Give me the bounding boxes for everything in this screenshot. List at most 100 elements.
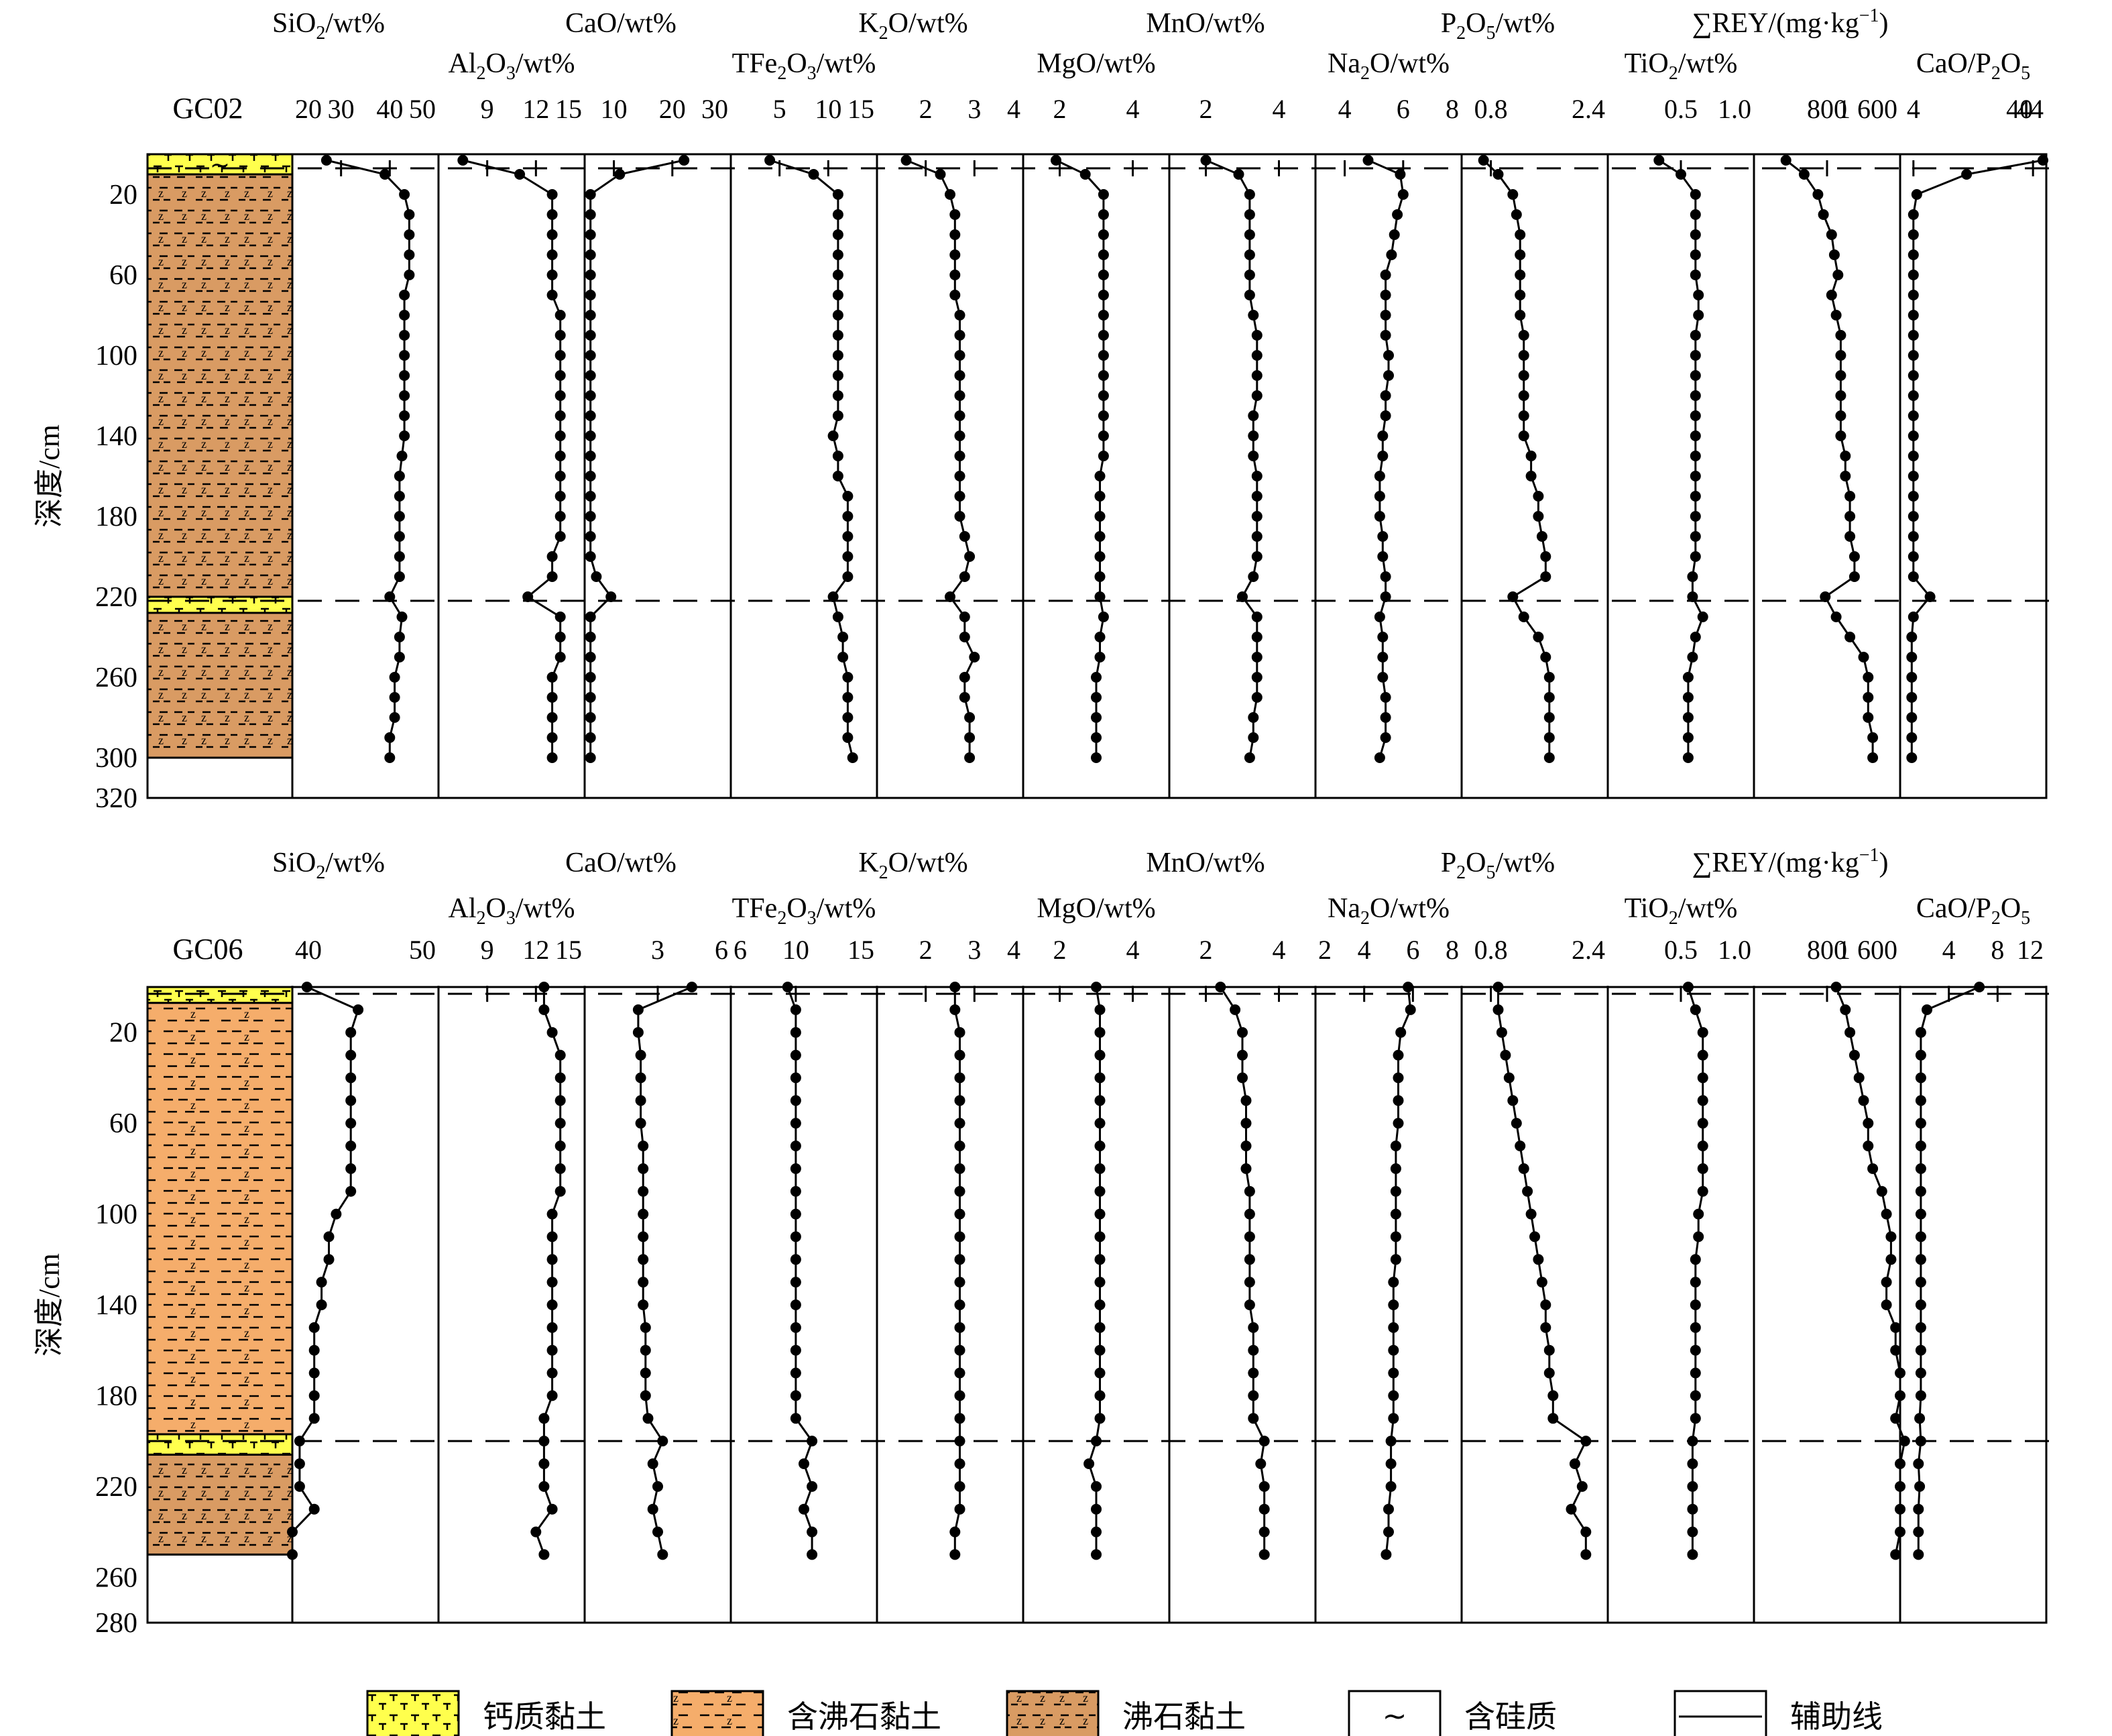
data-point bbox=[1913, 1549, 1924, 1560]
data-point bbox=[949, 1549, 961, 1560]
data-point bbox=[1830, 612, 1842, 622]
data-point bbox=[949, 1526, 961, 1538]
series-mgo: MgO/wt%2 4 bbox=[1022, 893, 1171, 1624]
x-tick-label: 4 bbox=[1338, 94, 1352, 124]
data-point bbox=[832, 390, 843, 401]
series-label: Na2O/wt% bbox=[1328, 48, 1450, 84]
data-point bbox=[1906, 692, 1918, 703]
x-tick-label: 6 bbox=[1406, 935, 1419, 965]
data-point bbox=[1258, 1549, 1270, 1560]
data-point bbox=[1697, 1049, 1708, 1061]
data-point bbox=[1098, 451, 1109, 461]
data-point bbox=[546, 1503, 558, 1515]
series-k2o: K2O/wt% 2 3 4 bbox=[858, 8, 1024, 799]
series-label: Al2O3/wt% bbox=[449, 893, 575, 929]
series-line bbox=[1687, 986, 1704, 1555]
data-point bbox=[585, 229, 596, 240]
track-frame bbox=[876, 986, 1024, 1624]
data-point bbox=[1826, 290, 1837, 300]
x-tick-label: 30 bbox=[328, 94, 355, 124]
data-point bbox=[954, 451, 965, 461]
data-point bbox=[954, 310, 965, 321]
x-tick-label: 40 bbox=[295, 935, 322, 965]
x-tick-label: 40 bbox=[2006, 94, 2033, 124]
x-tick-label: 1.0 bbox=[1718, 935, 1751, 965]
track-frame bbox=[583, 153, 732, 799]
data-point bbox=[1094, 1367, 1106, 1379]
data-point bbox=[1690, 1344, 1701, 1356]
data-point bbox=[404, 270, 415, 280]
data-point bbox=[1908, 290, 1919, 300]
data-point bbox=[1690, 511, 1701, 522]
data-point bbox=[585, 491, 596, 502]
data-point bbox=[832, 310, 843, 321]
data-point bbox=[1051, 155, 1061, 166]
data-point bbox=[1377, 551, 1389, 562]
data-point bbox=[832, 350, 843, 361]
data-point bbox=[1244, 1231, 1255, 1242]
data-point bbox=[1911, 189, 1922, 200]
x-tick-label: 8 bbox=[1446, 935, 1459, 965]
data-point bbox=[790, 1027, 801, 1038]
data-point bbox=[320, 155, 332, 166]
data-point bbox=[396, 451, 408, 461]
data-point bbox=[1543, 712, 1555, 723]
data-point bbox=[345, 1118, 357, 1129]
data-point bbox=[1697, 612, 1708, 622]
x-tick-label: 20 bbox=[659, 94, 686, 124]
data-point bbox=[790, 1004, 801, 1015]
data-point bbox=[585, 692, 596, 703]
data-point bbox=[1377, 632, 1389, 642]
data-point bbox=[585, 350, 596, 361]
data-point bbox=[1380, 410, 1391, 421]
data-point bbox=[827, 591, 839, 602]
depth-tick-label: 140 bbox=[95, 1290, 137, 1321]
data-point bbox=[1094, 1322, 1106, 1333]
data-point bbox=[1908, 330, 1919, 341]
data-point bbox=[1377, 672, 1389, 683]
data-point bbox=[1374, 471, 1385, 481]
data-point bbox=[538, 1481, 550, 1492]
data-point bbox=[954, 430, 965, 441]
data-point bbox=[652, 1481, 663, 1492]
data-point bbox=[546, 712, 558, 723]
data-point bbox=[954, 350, 965, 361]
data-point bbox=[638, 1299, 649, 1310]
data-point bbox=[1503, 1072, 1515, 1084]
data-point bbox=[1492, 169, 1504, 180]
data-point bbox=[1478, 155, 1489, 166]
data-point bbox=[1380, 692, 1391, 703]
data-point bbox=[1098, 270, 1109, 280]
data-point bbox=[638, 1185, 649, 1197]
data-point bbox=[807, 1436, 818, 1447]
data-point bbox=[790, 1049, 801, 1061]
data-point bbox=[1525, 451, 1537, 461]
series-label: Na2O/wt% bbox=[1328, 893, 1450, 929]
data-point bbox=[949, 229, 961, 240]
series-cao: CaO/wt% 10 20 30 bbox=[565, 8, 732, 799]
data-point bbox=[1237, 1027, 1248, 1038]
data-point bbox=[585, 652, 596, 662]
data-point bbox=[1094, 1118, 1106, 1129]
data-point bbox=[1091, 1436, 1102, 1447]
data-point bbox=[308, 1344, 320, 1356]
depth-tick-label: 100 bbox=[95, 1200, 137, 1230]
data-point bbox=[1395, 169, 1406, 180]
series-line bbox=[589, 159, 685, 758]
data-point bbox=[394, 551, 405, 562]
data-point bbox=[1529, 1231, 1540, 1242]
data-point bbox=[642, 1413, 654, 1424]
track-frame bbox=[1606, 986, 1755, 1624]
data-point bbox=[1511, 209, 1522, 220]
data-point bbox=[790, 1185, 801, 1197]
data-point bbox=[954, 491, 965, 502]
data-point bbox=[954, 1367, 965, 1379]
x-tick-labels: 20 30 40 50 bbox=[291, 94, 440, 176]
data-point bbox=[1915, 1344, 1926, 1356]
data-point bbox=[954, 1208, 965, 1220]
data-point bbox=[1492, 982, 1504, 992]
data-point bbox=[1079, 169, 1091, 180]
data-point bbox=[1094, 1185, 1106, 1197]
data-point bbox=[1248, 1367, 1259, 1379]
data-point bbox=[1543, 1367, 1555, 1379]
